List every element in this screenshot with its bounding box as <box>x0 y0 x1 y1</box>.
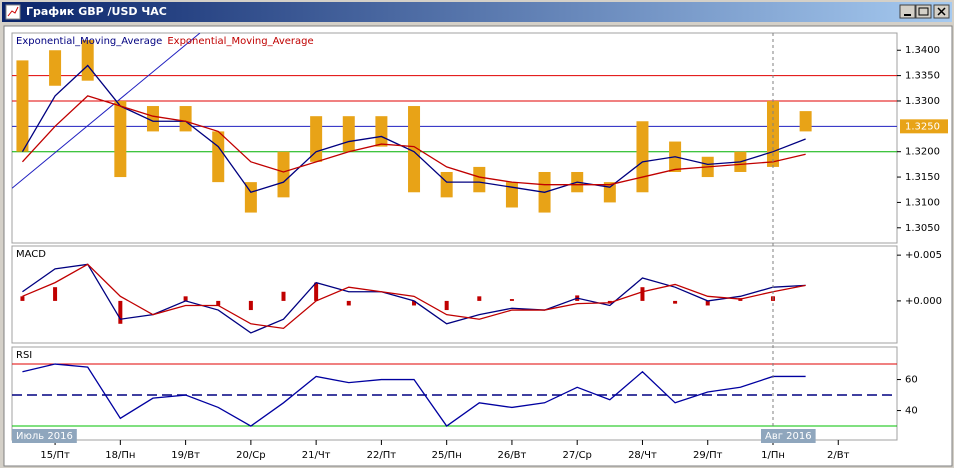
series-line <box>21 95 806 186</box>
histogram-bar <box>412 300 417 306</box>
price-pane <box>11 32 898 244</box>
histogram-bar <box>640 287 645 301</box>
y-tick-label: 1.3300 <box>905 96 940 107</box>
period-label-box <box>12 429 77 443</box>
price-bar <box>342 116 355 152</box>
x-tick-label: 1/Пн <box>761 450 785 461</box>
histogram-bar <box>216 300 221 306</box>
y-tick-label: 40 <box>905 406 918 417</box>
period-label: Июль 2016 <box>16 431 73 442</box>
histogram-bar <box>248 300 253 311</box>
price-bar <box>440 171 453 198</box>
pane-plot <box>12 33 897 213</box>
series-line <box>22 363 806 427</box>
price-bar <box>244 182 257 213</box>
price-marker <box>900 119 948 134</box>
y-tick-label: 1.3200 <box>905 147 940 158</box>
price-bar <box>505 182 518 208</box>
y-tick-label: 1.3100 <box>905 197 940 208</box>
price-bar <box>799 111 812 132</box>
histogram-bar <box>444 300 449 311</box>
x-tick-label: 29/Пт <box>693 450 723 461</box>
histogram-bar <box>673 300 678 304</box>
pane-title: RSI <box>16 350 32 361</box>
histogram-bar <box>20 296 25 301</box>
x-tick-label: 21/Чт <box>302 450 331 461</box>
x-tick-label: 18/Пн <box>105 450 135 461</box>
x-tick-label: 2/Вт <box>827 450 850 461</box>
price-bar <box>636 121 649 193</box>
price-bar <box>766 100 779 167</box>
histogram-bar <box>509 299 514 301</box>
histogram-bar <box>705 300 710 306</box>
y-tick-label: 60 <box>905 375 918 386</box>
price-bar <box>375 116 388 147</box>
series-line <box>22 263 806 330</box>
macd-pane <box>11 245 898 344</box>
period-label-box <box>760 429 816 443</box>
x-tick-label: 26/Вт <box>498 450 527 461</box>
period-label: Авг 2016 <box>765 431 812 442</box>
rsi-pane <box>11 346 898 441</box>
price-bar <box>114 100 127 178</box>
x-tick-label: 27/Ср <box>562 450 591 461</box>
legend-entry: Exponential_Moving_Average <box>16 36 162 47</box>
title-bar <box>2 2 952 22</box>
x-tick-label: 19/Вт <box>171 450 200 461</box>
price-bar <box>146 106 159 132</box>
price-bar <box>408 106 421 193</box>
price-bar <box>81 40 94 81</box>
minimize-button[interactable] <box>899 4 916 19</box>
price-bar <box>179 106 192 132</box>
price-bar <box>49 50 62 86</box>
price-bar <box>277 151 290 198</box>
y-tick-label: +0.005 <box>905 250 942 261</box>
pane-plot <box>12 363 897 427</box>
pane-title: MACD <box>16 249 46 260</box>
price-bar <box>473 166 486 193</box>
y-tick-label: +0.000 <box>905 296 942 307</box>
window-title: График GBP /USD ЧАС <box>26 5 167 18</box>
x-tick-label: 25/Пн <box>432 450 462 461</box>
histogram-bar <box>314 282 319 301</box>
histogram-bar <box>118 300 123 324</box>
trend-line <box>12 33 201 189</box>
histogram-bar <box>281 291 286 301</box>
x-tick-label: 28/Чт <box>628 450 657 461</box>
x-tick-label: 15/Пт <box>40 450 70 461</box>
price-marker-label: 1.3250 <box>905 121 940 132</box>
histogram-bar <box>183 296 188 301</box>
series-line <box>21 64 806 194</box>
window-icon-glyph <box>7 6 19 17</box>
histogram-bar <box>346 300 351 306</box>
histogram-bar <box>53 287 58 301</box>
price-bar <box>212 131 225 183</box>
close-button[interactable] <box>933 4 950 19</box>
x-tick-label: 22/Пт <box>367 450 397 461</box>
price-bar <box>16 60 29 152</box>
y-tick-label: 1.3350 <box>905 71 940 82</box>
pane-plot <box>20 263 806 334</box>
histogram-bar <box>477 296 482 301</box>
maximize-button[interactable] <box>915 4 932 19</box>
y-tick-label: 1.3150 <box>905 172 940 183</box>
y-tick-label: 1.3400 <box>905 45 940 56</box>
y-tick-label: 1.3050 <box>905 223 940 234</box>
x-tick-label: 20/Ср <box>236 450 265 461</box>
legend-entry: Exponential_Moving_Average <box>167 36 313 47</box>
